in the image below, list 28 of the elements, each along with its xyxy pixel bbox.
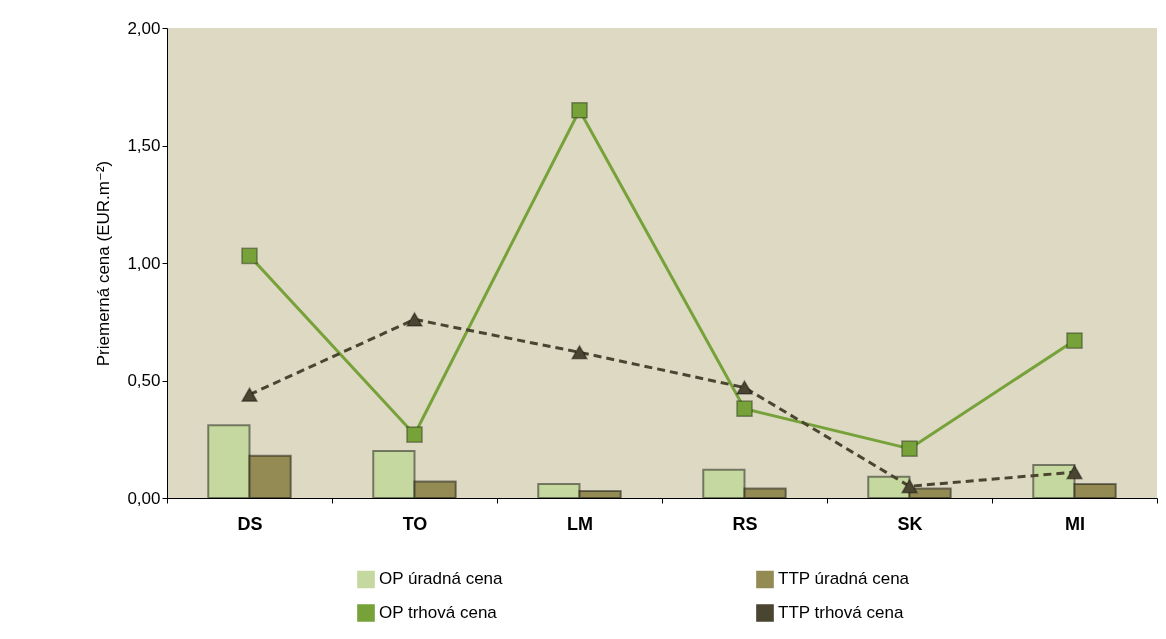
point — [406, 312, 423, 327]
legend-label: TTP trhová cena — [778, 603, 904, 622]
y-tick-label: 1,00 — [127, 253, 161, 273]
x-tick-label: SK — [897, 513, 923, 534]
point — [241, 387, 258, 402]
y-tick-label: 2,00 — [127, 18, 161, 38]
y-tick-label: 1,50 — [127, 136, 161, 155]
point — [736, 380, 753, 395]
x-tick-label: DS — [237, 513, 263, 534]
y-tick-label: 0,50 — [127, 371, 161, 390]
point — [736, 400, 753, 418]
legend-label: OP trhová cena — [379, 603, 498, 622]
point — [406, 426, 423, 443]
legend-label: TTP úradná cena — [778, 569, 910, 589]
y-tick-label: 0,00 — [127, 488, 161, 508]
y-axis-title: Priemerná cena (EUR.m⁻²) — [94, 160, 114, 367]
x-tick-label: MI — [1065, 513, 1085, 534]
point — [1066, 332, 1083, 349]
point — [241, 247, 258, 265]
point — [571, 101, 588, 119]
x-tick-label: LM — [567, 513, 593, 534]
point — [1066, 464, 1083, 480]
x-tick-label: RS — [732, 513, 758, 534]
legend-label: OP úradná cena — [379, 569, 504, 589]
point — [901, 478, 918, 494]
point — [571, 344, 588, 360]
point — [901, 440, 918, 457]
x-tick-label: TO — [402, 513, 428, 534]
